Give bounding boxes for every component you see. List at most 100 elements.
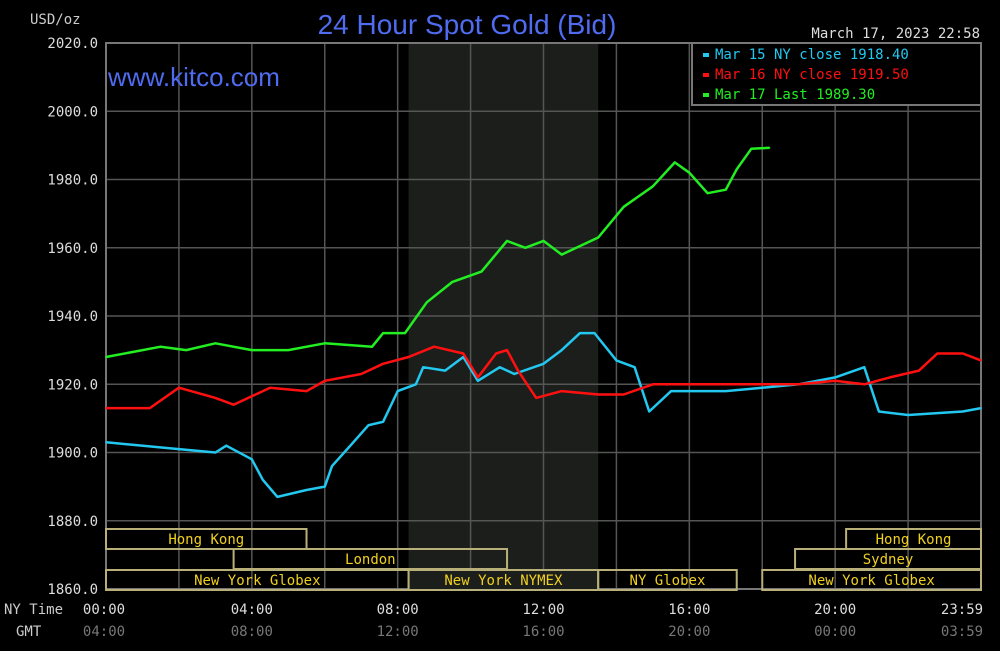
- data-point: [961, 352, 964, 355]
- data-point: [648, 410, 651, 413]
- data-point: [251, 349, 253, 351]
- data-point: [622, 393, 625, 396]
- data-point: [426, 301, 428, 304]
- x-tick-ny: 00:00: [83, 602, 125, 618]
- data-point: [477, 376, 479, 379]
- data-point: [214, 342, 217, 345]
- watermark: www.kitco.com: [107, 62, 280, 92]
- data-point: [907, 414, 909, 416]
- y-tick-label: 2020.0: [47, 36, 98, 52]
- data-point: [185, 349, 188, 351]
- session-label: Hong Kong: [168, 532, 244, 548]
- data-point: [750, 147, 753, 150]
- data-point: [633, 366, 636, 368]
- timestamp: March 17, 2023 22:58: [811, 26, 980, 42]
- data-point: [593, 332, 596, 334]
- data-point: [615, 359, 618, 362]
- data-point: [863, 383, 866, 386]
- data-point: [670, 390, 672, 392]
- data-point: [542, 240, 545, 242]
- data-point: [323, 342, 326, 345]
- data-point: [287, 349, 290, 351]
- data-point: [560, 390, 563, 392]
- y-tick-label: 1860.0: [47, 582, 98, 598]
- data-point: [918, 369, 920, 372]
- data-point: [382, 420, 384, 423]
- y-tick-label: 1960.0: [47, 241, 98, 257]
- data-point: [735, 168, 738, 171]
- data-point: [768, 146, 771, 149]
- data-point: [980, 359, 982, 362]
- y-tick-label: 1880.0: [47, 514, 98, 530]
- data-point: [323, 485, 326, 488]
- data-point: [495, 352, 497, 355]
- data-point: [506, 349, 508, 351]
- data-point: [560, 253, 563, 256]
- data-point: [579, 332, 581, 334]
- x-tick-gmt: 20:00: [668, 624, 710, 640]
- data-point: [261, 479, 264, 481]
- data-point: [105, 441, 107, 444]
- legend-entry: Mar 17 Last 1989.30: [715, 87, 875, 103]
- legend-swatch: [703, 53, 709, 57]
- data-point: [761, 386, 764, 389]
- data-point: [451, 281, 454, 283]
- session-label: Hong Kong: [876, 532, 952, 548]
- x-tick-ny: 12:00: [522, 602, 564, 618]
- data-point: [251, 458, 253, 461]
- data-point: [105, 356, 107, 358]
- data-point: [524, 246, 527, 249]
- data-point: [382, 362, 384, 365]
- x-row-label-ny: NY Time: [4, 602, 63, 618]
- data-point: [936, 352, 939, 355]
- session-box: [105, 528, 308, 550]
- data-point: [797, 383, 800, 386]
- data-point: [480, 270, 483, 273]
- session-label: New York Globex: [808, 573, 934, 589]
- data-point: [498, 366, 501, 368]
- data-point: [349, 444, 352, 447]
- x-tick-ny: 08:00: [377, 602, 419, 618]
- x-tick-ny: 23:59: [941, 602, 983, 618]
- legend-entry: Mar 15 NY close 1918.40: [715, 47, 909, 63]
- data-point: [407, 356, 410, 358]
- data-point: [673, 161, 676, 164]
- y-tick-label: 1900.0: [47, 446, 98, 462]
- data-point: [462, 356, 465, 358]
- x-tick-gmt: 12:00: [377, 624, 419, 640]
- data-point: [404, 332, 406, 334]
- session-label: New York NYMEX: [444, 573, 563, 589]
- legend-swatch: [703, 93, 709, 97]
- y-tick-label: 1920.0: [47, 377, 98, 393]
- data-point: [148, 407, 151, 409]
- x-tick-ny: 04:00: [231, 602, 273, 618]
- data-point: [597, 236, 599, 239]
- data-point: [159, 345, 162, 348]
- y-tick-label: 1980.0: [47, 173, 98, 189]
- data-point: [214, 397, 217, 399]
- session-label: New York Globex: [194, 573, 320, 589]
- y-tick-label: 2000.0: [47, 104, 98, 120]
- y-tick-label: 1940.0: [47, 309, 98, 325]
- session-label: NY Globex: [630, 573, 706, 589]
- data-point: [878, 410, 880, 413]
- data-point: [517, 369, 519, 372]
- data-point: [225, 444, 228, 447]
- data-point: [232, 403, 235, 406]
- session-label: Sydney: [863, 552, 914, 568]
- data-point: [382, 332, 384, 334]
- data-point: [178, 386, 180, 389]
- data-point: [652, 185, 654, 188]
- data-point: [724, 390, 727, 392]
- data-point: [371, 345, 373, 348]
- x-tick-gmt: 16:00: [522, 624, 564, 640]
- data-point: [105, 407, 107, 409]
- legend: Mar 15 NY close 1918.40 Mar 16 NY close 1…: [691, 42, 982, 106]
- data-point: [724, 383, 727, 386]
- data-point: [269, 386, 271, 389]
- data-point: [834, 380, 836, 382]
- data-point: [542, 362, 545, 365]
- session-label: London: [345, 552, 396, 568]
- x-tick-ny: 16:00: [668, 602, 710, 618]
- data-point: [724, 188, 727, 191]
